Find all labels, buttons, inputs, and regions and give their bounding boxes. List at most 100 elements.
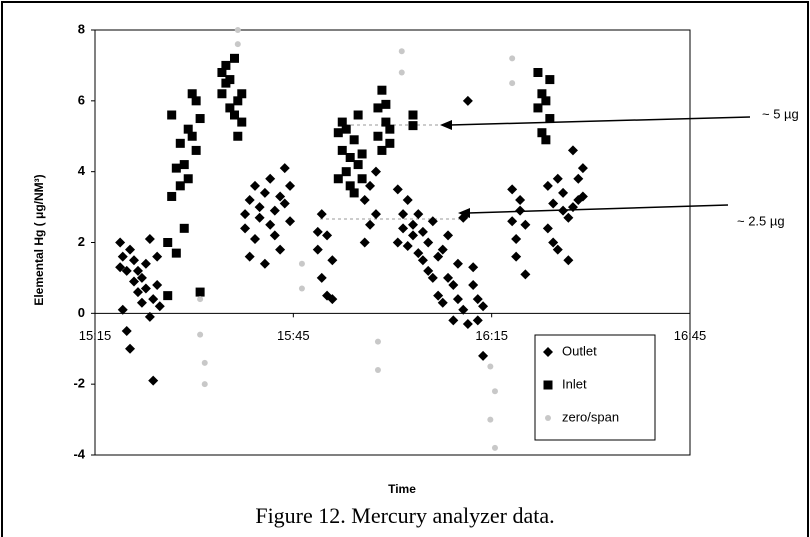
- point: [573, 173, 584, 184]
- y-tick-label: -4: [73, 446, 85, 461]
- point: [374, 338, 381, 345]
- point: [520, 269, 531, 280]
- point: [448, 280, 459, 290]
- point: [402, 241, 413, 252]
- point: [275, 244, 286, 255]
- point: [269, 230, 280, 241]
- point: [478, 301, 489, 312]
- legend-marker: [545, 415, 551, 421]
- point: [408, 110, 418, 120]
- point: [545, 114, 555, 124]
- point: [327, 255, 338, 266]
- point: [558, 205, 569, 216]
- point: [398, 223, 409, 234]
- point: [345, 153, 355, 162]
- point: [478, 350, 489, 361]
- point: [197, 296, 204, 303]
- point: [417, 255, 428, 266]
- point: [136, 297, 147, 308]
- point: [533, 103, 543, 113]
- caption: Figure 12. Mercury analyzer data.: [255, 503, 554, 528]
- point: [515, 195, 526, 205]
- point: [423, 237, 434, 248]
- point: [374, 367, 381, 373]
- y-axis-label: Elemental Hg ( μg/NM³): [32, 174, 46, 305]
- point: [458, 304, 469, 315]
- point: [433, 251, 444, 262]
- point: [468, 262, 479, 273]
- point: [462, 95, 473, 106]
- y-tick-label: 8: [78, 21, 85, 36]
- point: [175, 181, 185, 191]
- point: [265, 219, 276, 230]
- point: [333, 174, 343, 184]
- point: [117, 304, 128, 315]
- point: [542, 180, 553, 191]
- point: [537, 128, 547, 138]
- point: [279, 163, 290, 174]
- point: [577, 191, 588, 202]
- point: [515, 205, 526, 216]
- point: [285, 180, 296, 191]
- point: [385, 124, 395, 134]
- point: [509, 55, 516, 62]
- point: [509, 80, 516, 87]
- point: [234, 41, 241, 48]
- point: [201, 359, 208, 366]
- point: [275, 191, 286, 202]
- point: [254, 202, 265, 213]
- point: [337, 145, 347, 155]
- legend-label: zero/span: [562, 409, 619, 424]
- point: [472, 294, 483, 305]
- point: [163, 291, 173, 301]
- point: [229, 53, 239, 63]
- point: [233, 131, 243, 141]
- point: [507, 184, 518, 195]
- point: [285, 216, 296, 227]
- point: [129, 276, 140, 287]
- point: [507, 216, 518, 227]
- point: [254, 212, 265, 223]
- point: [357, 174, 367, 184]
- point: [121, 326, 132, 337]
- point: [563, 212, 574, 223]
- annotation: ~ 2.5 µg: [737, 213, 785, 228]
- point: [269, 205, 280, 216]
- point: [240, 209, 251, 220]
- legend-marker: [543, 347, 553, 357]
- point: [398, 209, 409, 220]
- point: [152, 280, 163, 290]
- point: [462, 318, 473, 329]
- point: [408, 121, 418, 131]
- point: [259, 187, 270, 198]
- point: [437, 297, 448, 308]
- point: [398, 69, 405, 76]
- point: [244, 251, 255, 262]
- point: [154, 301, 165, 312]
- point: [377, 85, 387, 95]
- point: [298, 285, 305, 292]
- point: [197, 331, 204, 338]
- point: [221, 60, 231, 70]
- y-tick-label: 0: [78, 305, 85, 320]
- point: [163, 238, 173, 247]
- point: [259, 258, 270, 269]
- point: [175, 138, 185, 148]
- point: [392, 184, 403, 195]
- legend-marker: [543, 380, 553, 390]
- point: [349, 188, 359, 198]
- point: [427, 216, 438, 227]
- point: [129, 255, 140, 266]
- point: [249, 180, 260, 191]
- point: [472, 315, 483, 326]
- point: [511, 251, 522, 262]
- annotation: ~ 5 µg: [762, 106, 799, 121]
- point: [132, 265, 143, 276]
- point: [545, 75, 555, 85]
- point: [491, 388, 498, 395]
- point: [144, 311, 155, 322]
- point: [353, 160, 363, 170]
- point: [201, 381, 208, 388]
- point: [487, 416, 494, 423]
